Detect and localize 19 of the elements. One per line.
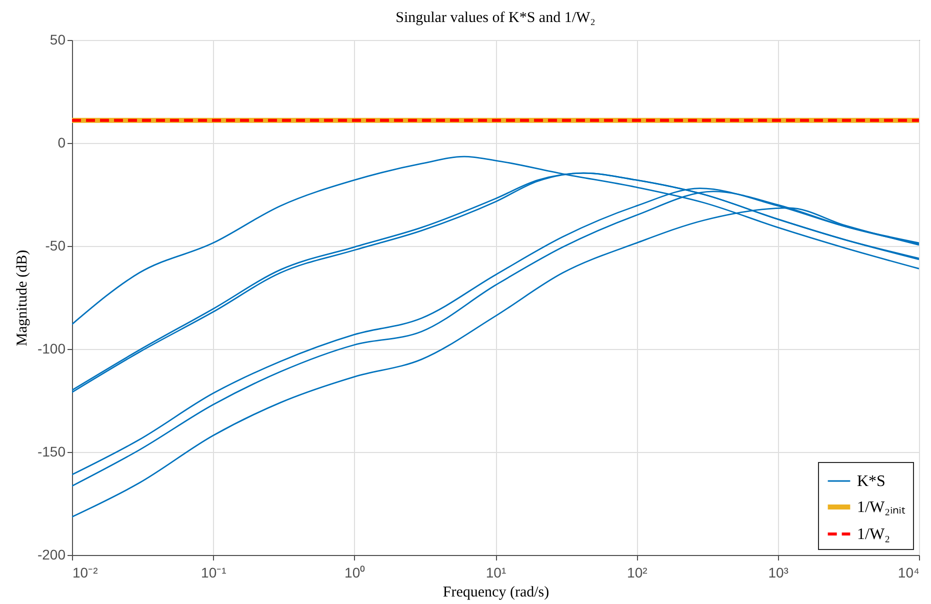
y-tick-label: -200: [37, 546, 66, 562]
y-tick-label: -50: [45, 238, 66, 254]
legend-label: 1/W₂ᵢₙᵢₜ: [857, 499, 906, 516]
x-tick-label: 10⁻¹: [201, 564, 227, 580]
y-tick-label: -100: [37, 340, 66, 356]
x-tick-label: 10⁴: [898, 564, 920, 580]
chart-title: Singular values of K*S and 1/W₂: [396, 10, 596, 26]
legend-label: K*S: [857, 473, 886, 490]
x-tick-label: 10⁰: [344, 564, 366, 580]
y-tick-label: 50: [50, 32, 66, 48]
x-tick-label: 10²: [627, 564, 648, 580]
x-tick-label: 10¹: [486, 564, 506, 580]
y-axis-title: Magnitude (dB): [14, 250, 30, 346]
y-tick-label: 0: [58, 134, 66, 150]
y-tick-label: -150: [37, 444, 66, 460]
x-tick-label: 10⁻²: [72, 564, 98, 580]
legend-label: 1/W₂: [857, 526, 890, 543]
x-tick-label: 10³: [768, 564, 789, 580]
x-axis-title: Frequency (rad/s): [442, 584, 550, 600]
